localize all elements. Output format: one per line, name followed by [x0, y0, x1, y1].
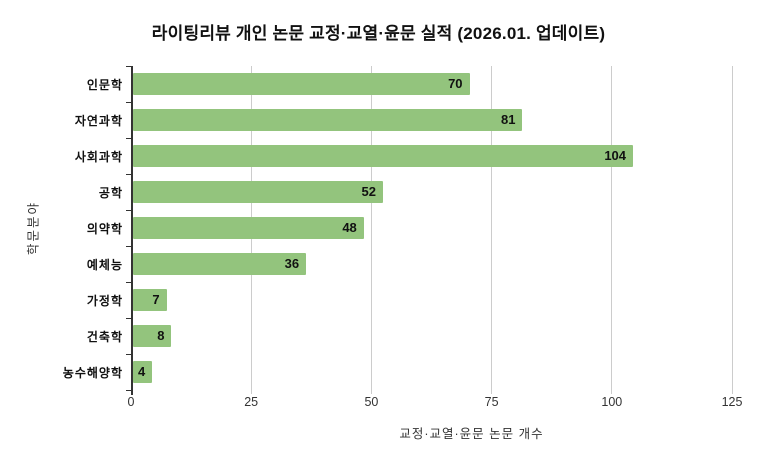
category-label: 농수해양학: [62, 365, 123, 380]
y-axis-tick: [126, 174, 131, 175]
bar-row: 4: [133, 354, 732, 390]
bar: 81: [133, 109, 523, 131]
x-tick-label: 50: [364, 395, 379, 409]
bar-value-label: 81: [500, 112, 516, 127]
bar: 48: [133, 217, 364, 239]
bar: 4: [133, 361, 153, 383]
bar-value-label: 104: [604, 148, 627, 163]
plot-area: 70 81 104 52 48 36 7 8 4: [126, 66, 733, 395]
y-axis-tick: [126, 138, 131, 139]
bar-value-label: 52: [361, 184, 377, 199]
bar: 8: [133, 325, 172, 347]
x-tick-label: 25: [244, 395, 259, 409]
category-label: 인문학: [86, 77, 123, 92]
bar-row: 7: [133, 282, 732, 318]
x-tick-label: 0: [127, 395, 135, 409]
y-axis-tick: [126, 354, 131, 355]
bar-value-label: 7: [152, 292, 160, 307]
bar: 70: [133, 73, 470, 95]
bar-value-label: 36: [284, 256, 300, 271]
y-axis-tick: [126, 318, 131, 319]
x-tick-label: 100: [601, 395, 623, 409]
y-axis-tick: [126, 246, 131, 247]
category-label: 예체능: [86, 257, 123, 272]
category-label: 가정학: [86, 293, 123, 308]
bar-value-label: 8: [157, 328, 165, 343]
bar: 36: [133, 253, 307, 275]
gridline-125: [731, 66, 733, 394]
x-tick-labels: 0 25 50 75 100 125: [127, 395, 743, 411]
bars-area: 70 81 104 52 48 36 7 8 4: [133, 66, 732, 390]
bar-value-label: 4: [137, 364, 146, 379]
category-label: 공학: [98, 185, 123, 200]
x-tick-label: 75: [484, 395, 499, 409]
x-tick-label: 125: [721, 395, 743, 409]
y-axis-tick: [126, 282, 131, 283]
category-label: 사회과학: [74, 149, 123, 164]
y-axis-tick: [126, 210, 131, 211]
bar-value-label: 48: [342, 220, 357, 235]
bar: 52: [133, 181, 384, 203]
bar-row: 104: [133, 138, 732, 174]
bar-row: 36: [133, 246, 732, 282]
y-axis-tick: [126, 66, 131, 67]
bar-value-label: 70: [448, 76, 463, 91]
bar-row: 70: [133, 66, 732, 102]
bar-row: 8: [133, 318, 732, 354]
gridline-50: [370, 66, 372, 394]
category-label: 자연과학: [74, 113, 123, 128]
y-axis-line: [131, 66, 133, 395]
category-label: 건축학: [86, 329, 123, 344]
x-axis-title: 교정·교열·윤문 논문 개수: [399, 427, 544, 441]
category-label: 의약학: [86, 221, 123, 236]
bar-row: 52: [133, 174, 732, 210]
bar-row: 81: [133, 102, 732, 138]
bar: 104: [133, 145, 634, 167]
bar-row: 48: [133, 210, 732, 246]
chart-title: 라이팅리뷰 개인 논문 교정·교열·윤문 실적 (2026.01. 업데이트): [151, 24, 606, 43]
y-axis-tick: [126, 390, 131, 391]
bar: 7: [133, 289, 167, 311]
gridline-75: [491, 66, 493, 394]
gridline-100: [611, 66, 613, 394]
y-axis-tick: [126, 102, 131, 103]
